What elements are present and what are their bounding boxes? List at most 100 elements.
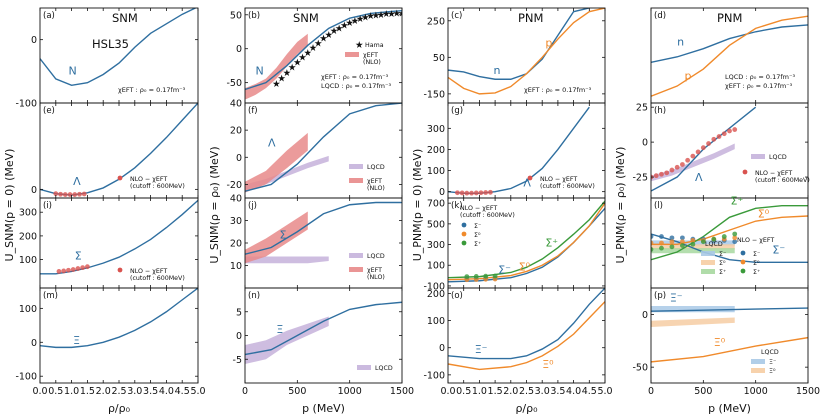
plot-area-a [40, 8, 197, 86]
band-p-Ξ⁰ [651, 317, 735, 328]
panel-o: -100 0 100 200 0.0 0.5 1.0 1.5 2.0 2.5 3.0 3.5 4.0 4.… [423, 287, 613, 397]
x-tick-label-o: 2.0 [503, 386, 518, 397]
hama-star: ★ [393, 8, 402, 19]
y-tick-label-f: 20 [230, 126, 242, 137]
x-tick-label-m: 4.5 [175, 386, 190, 397]
series-label-c: n [494, 64, 501, 77]
data-point-e [53, 191, 59, 197]
panel-label-l: (l) [654, 201, 663, 211]
series-label-d: p [684, 69, 691, 82]
plot-area-k [448, 200, 605, 283]
x-tick-label-p: 0 [648, 386, 654, 397]
y-tick-label-i: 200 [19, 231, 37, 242]
legend-dot [117, 175, 123, 181]
band-f-χEFT (NLO) [245, 132, 308, 193]
y-tick-label-h: 25 [636, 103, 648, 114]
x-tick-label-n: 1000 [338, 386, 362, 397]
legend-swatch [345, 52, 359, 57]
series-line-l-Σ⁻ [651, 233, 808, 263]
series-label-c: p [545, 36, 552, 49]
data-point-h [680, 162, 685, 167]
hama-star: ★ [298, 53, 307, 64]
legend-swatch [751, 368, 765, 373]
legend-label: NLO − χEFT [130, 176, 167, 183]
y-tick-label-o: 100 [427, 316, 445, 327]
data-point-l [659, 245, 664, 251]
x-tick-label-m: 2.0 [96, 386, 111, 397]
y-axis-label: U_PNM(p = 0) (MeV) [411, 149, 424, 262]
series-label-a: N [68, 65, 76, 78]
panel-label-j: (j) [248, 201, 257, 211]
series-label-j: Σ [280, 229, 287, 242]
model-label: HSL35 [92, 37, 129, 51]
column-title-snm: SNM [293, 11, 319, 25]
band-j-LQCD [245, 256, 329, 264]
data-point-k [483, 273, 489, 279]
legend-label: LQCD [367, 164, 385, 171]
annotation-lqcd-rho0: LQCD : ρ₀ = 0.17fm⁻³ [725, 73, 795, 81]
y-tick-label-j: 40 [230, 194, 242, 205]
plot-area-n [245, 301, 402, 364]
data-point-i [61, 268, 67, 274]
y-tick-label-f: -20 [226, 180, 242, 191]
hama-star: ★ [324, 30, 333, 41]
legend-label: χEFT [363, 52, 378, 59]
data-point-l [659, 240, 664, 246]
legend-dot [117, 267, 123, 273]
plot-area-c [448, 8, 605, 95]
y-tick-label-n: 0 [236, 331, 242, 342]
series-label-o: Ξ⁰ [542, 358, 554, 371]
panel-label-m: (m) [43, 291, 58, 301]
y-tick-label-j: 20 [230, 239, 242, 250]
y-tick-label-a: 0 [31, 35, 37, 46]
hama-star: ★ [283, 68, 292, 79]
data-point-e [62, 192, 68, 197]
y-tick-label-c: 250 [427, 16, 445, 27]
legend-label: Σ⁺ [753, 269, 760, 276]
series-label-m: Ξ [73, 334, 80, 347]
column-title-snm: SNM [112, 11, 138, 25]
legend-star-icon: ★ [355, 40, 364, 51]
legend-label: (cutoff : 600MeV) [540, 183, 595, 190]
legend-title: (cutoff : 600MeV) [460, 212, 515, 219]
data-point-l [711, 236, 717, 242]
series-line-b-N [245, 10, 402, 91]
data-point-g [483, 190, 489, 195]
column-title-pnm: PNM [717, 11, 742, 25]
y-tick-label-b: -50 [226, 78, 242, 89]
x-tick-label-n: 1500 [390, 386, 414, 397]
data-point-g [478, 190, 484, 196]
series-line-k-Σ⁺ [448, 200, 605, 279]
x-tick-label-m: 3.0 [127, 386, 142, 397]
y-tick-label-j: 30 [230, 216, 242, 227]
legend-label: Σ⁰ [474, 232, 481, 239]
band-h-LQCD [651, 143, 735, 182]
data-point-e [77, 191, 82, 197]
series-line-o-Ξ⁻ [448, 288, 605, 360]
data-point-h [653, 173, 659, 179]
data-point-i [80, 265, 86, 271]
y-axis-label: U_PNM(ρ = ρ₀) (MeV) [614, 147, 627, 264]
data-point-l [651, 247, 654, 252]
y-tick-label-g: 300 [427, 124, 445, 135]
hama-star: ★ [361, 13, 370, 24]
series-line-p-Ξ⁰ [651, 336, 808, 363]
y-axis-label: U_SNM(ρ = ρ₀) (MeV) [208, 146, 221, 263]
y-tick-label-g: 200 [427, 145, 445, 156]
panel-l: (l) Σ⁺ Σ⁰ Σ⁻ [650, 194, 809, 289]
column-title-pnm: PNM [518, 11, 543, 25]
hama-star: ★ [382, 9, 391, 20]
series-label-e: Λ [73, 175, 81, 188]
hama-star: ★ [351, 16, 360, 27]
data-point-e [72, 192, 78, 197]
panel-label-c: (c) [451, 11, 462, 21]
y-tick-label-h: -25 [632, 173, 648, 184]
data-point-h [685, 157, 691, 163]
legend-swatch [357, 365, 371, 370]
x-tick-label-o: 1.0 [472, 386, 487, 397]
legend-label: (cutoff : 600MeV) [130, 183, 185, 190]
hama-star: ★ [319, 34, 328, 45]
legend-title: NLO − χEFT [460, 205, 497, 212]
series-label-b: N [255, 65, 263, 78]
data-point-g [487, 189, 493, 195]
